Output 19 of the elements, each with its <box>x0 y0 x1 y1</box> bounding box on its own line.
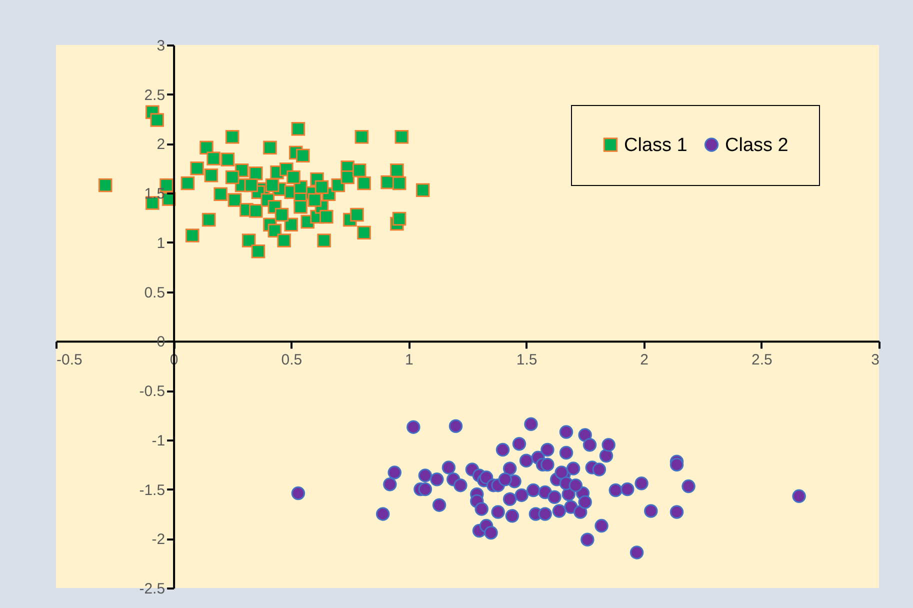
y-tick-label: 0.5 <box>144 284 166 302</box>
x-tick-label: 3 <box>871 352 880 369</box>
y-tick-label: 3 <box>156 38 166 54</box>
x-tick-label: -0.5 <box>56 352 82 369</box>
y-tick-label: 2 <box>156 136 166 154</box>
y-tick-label: -0.5 <box>139 383 166 400</box>
y-tick-label: -1 <box>152 432 166 450</box>
y-tick-label: -2.5 <box>139 580 166 598</box>
x-tick-label: 1 <box>405 352 414 369</box>
y-tick-label: 1 <box>156 234 166 252</box>
y-tick-label: 2.5 <box>144 86 166 104</box>
x-tick-label: 2.5 <box>752 352 772 369</box>
x-tick-label: 2 <box>640 352 649 369</box>
y-tick-label: -1.5 <box>139 482 166 499</box>
x-tick-label: 0.5 <box>281 352 302 369</box>
legend-label: Class 2 <box>725 134 788 156</box>
x-tick-label: 1.5 <box>516 352 538 369</box>
legend-label: Class 1 <box>624 134 688 156</box>
y-tick-label: -2 <box>152 531 166 548</box>
